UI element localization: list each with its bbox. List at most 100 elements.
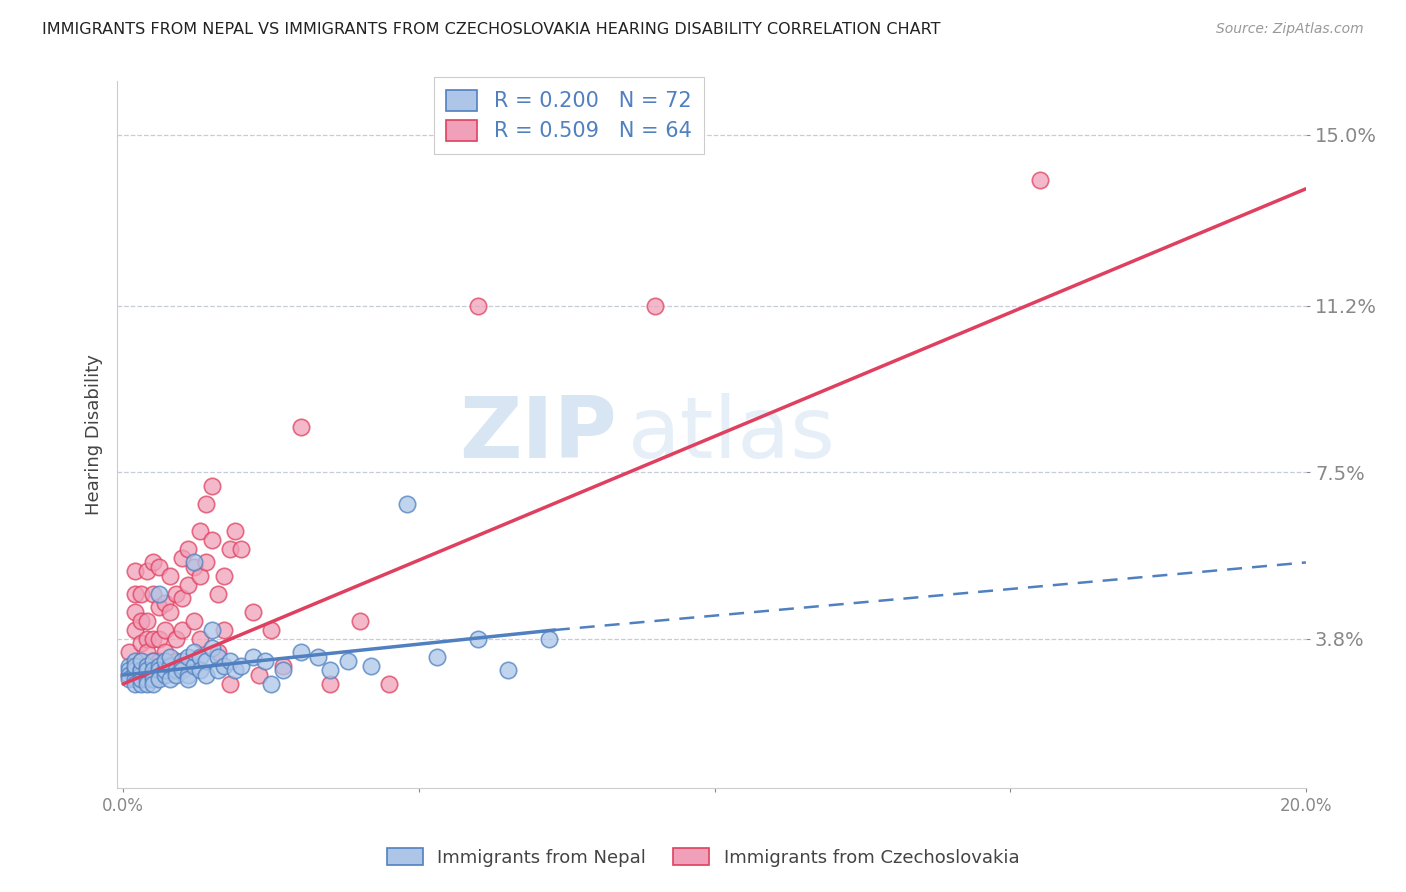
Point: [148, 664, 170, 678]
Point: [183, 560, 205, 574]
Point: [165, 664, 187, 678]
Point: [148, 632, 170, 646]
Point: [224, 524, 246, 538]
Point: [207, 645, 229, 659]
Point: [142, 668, 165, 682]
Point: [271, 659, 294, 673]
Point: [129, 614, 152, 628]
Text: atlas: atlas: [628, 392, 837, 475]
Point: [172, 550, 194, 565]
Point: [207, 650, 229, 665]
Point: [537, 632, 560, 646]
Point: [129, 673, 152, 687]
Point: [218, 655, 240, 669]
Point: [254, 655, 277, 669]
Point: [159, 673, 181, 687]
Point: [207, 587, 229, 601]
Point: [496, 664, 519, 678]
Point: [172, 659, 194, 673]
Point: [159, 650, 181, 665]
Point: [1029, 173, 1052, 187]
Point: [177, 541, 200, 556]
Point: [172, 664, 194, 678]
Point: [142, 664, 165, 678]
Point: [135, 673, 157, 687]
Point: [247, 668, 270, 682]
Point: [159, 659, 181, 673]
Point: [118, 645, 141, 659]
Point: [135, 659, 157, 673]
Point: [135, 664, 157, 678]
Point: [142, 632, 165, 646]
Point: [159, 569, 181, 583]
Point: [183, 659, 205, 673]
Point: [153, 596, 176, 610]
Point: [319, 664, 342, 678]
Point: [201, 479, 224, 493]
Point: [124, 664, 146, 678]
Point: [129, 677, 152, 691]
Point: [118, 673, 141, 687]
Point: [159, 605, 181, 619]
Point: [172, 623, 194, 637]
Point: [188, 632, 211, 646]
Point: [177, 650, 200, 665]
Text: Source: ZipAtlas.com: Source: ZipAtlas.com: [1216, 22, 1364, 37]
Point: [124, 655, 146, 669]
Point: [212, 659, 235, 673]
Point: [118, 659, 141, 673]
Point: [194, 655, 217, 669]
Point: [129, 655, 152, 669]
Point: [194, 497, 217, 511]
Point: [201, 623, 224, 637]
Point: [153, 623, 176, 637]
Point: [188, 650, 211, 665]
Point: [124, 659, 146, 673]
Point: [124, 623, 146, 637]
Legend: Immigrants from Nepal, Immigrants from Czechoslovakia: Immigrants from Nepal, Immigrants from C…: [380, 841, 1026, 874]
Point: [118, 664, 141, 678]
Point: [349, 614, 371, 628]
Point: [183, 645, 205, 659]
Point: [153, 664, 176, 678]
Point: [177, 578, 200, 592]
Point: [188, 569, 211, 583]
Point: [153, 668, 176, 682]
Point: [425, 650, 447, 665]
Point: [124, 587, 146, 601]
Point: [165, 587, 187, 601]
Point: [242, 650, 264, 665]
Point: [172, 655, 194, 669]
Point: [165, 655, 187, 669]
Point: [148, 655, 170, 669]
Point: [129, 668, 152, 682]
Point: [290, 645, 312, 659]
Point: [153, 655, 176, 669]
Point: [142, 587, 165, 601]
Point: [177, 668, 200, 682]
Point: [142, 673, 165, 687]
Point: [177, 673, 200, 687]
Point: [201, 640, 224, 655]
Point: [194, 668, 217, 682]
Point: [135, 614, 157, 628]
Point: [165, 668, 187, 682]
Point: [188, 664, 211, 678]
Point: [467, 299, 489, 313]
Point: [242, 605, 264, 619]
Point: [135, 677, 157, 691]
Y-axis label: Hearing Disability: Hearing Disability: [86, 354, 103, 515]
Point: [135, 632, 157, 646]
Point: [129, 655, 152, 669]
Point: [194, 556, 217, 570]
Point: [135, 668, 157, 682]
Point: [224, 664, 246, 678]
Legend: R = 0.200   N = 72, R = 0.509   N = 64: R = 0.200 N = 72, R = 0.509 N = 64: [433, 77, 704, 153]
Point: [135, 668, 157, 682]
Point: [183, 556, 205, 570]
Point: [336, 655, 359, 669]
Point: [260, 677, 283, 691]
Point: [307, 650, 329, 665]
Point: [360, 659, 382, 673]
Point: [148, 560, 170, 574]
